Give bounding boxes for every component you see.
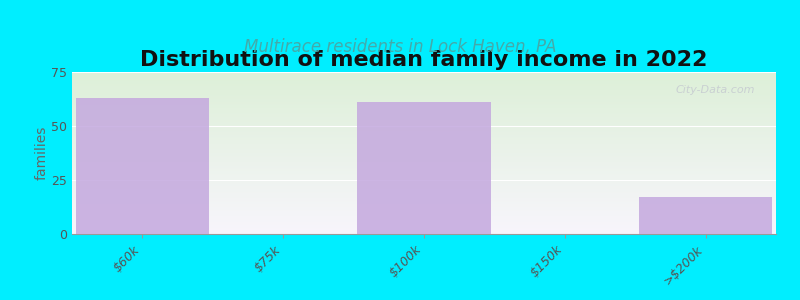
Y-axis label: families: families xyxy=(34,126,48,180)
Text: City-Data.com: City-Data.com xyxy=(675,85,755,95)
Bar xyxy=(357,102,491,234)
Bar xyxy=(75,98,210,234)
Text: Multirace residents in Lock Haven, PA: Multirace residents in Lock Haven, PA xyxy=(244,38,556,56)
Bar xyxy=(638,197,773,234)
Title: Distribution of median family income in 2022: Distribution of median family income in … xyxy=(140,50,708,70)
